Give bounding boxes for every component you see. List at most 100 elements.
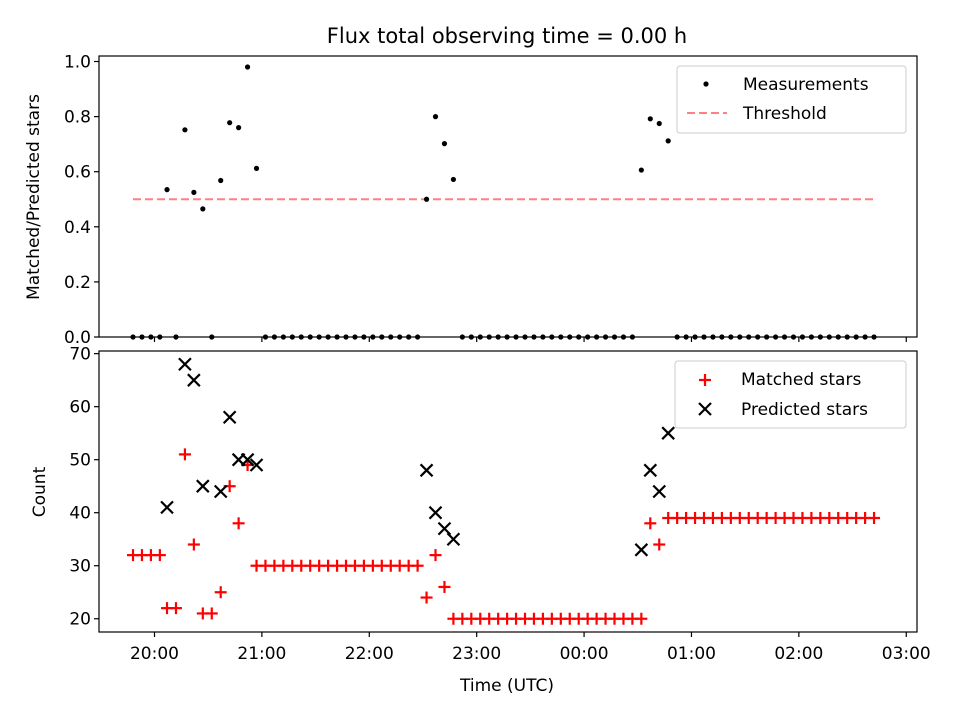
measurement-point	[370, 334, 376, 340]
top-y-tick-labels: 0.0 0.2 0.4 0.6 0.8 1.0	[64, 53, 99, 348]
measurement-point	[790, 334, 797, 340]
measurement-point	[227, 120, 233, 126]
measurement-point	[148, 334, 154, 340]
measurement-point	[656, 120, 662, 127]
measurement-point	[325, 334, 331, 340]
predicted-star-marker	[213, 484, 228, 499]
legend-predicted-label: Predicted stars	[741, 400, 868, 420]
matched-star-marker	[214, 586, 227, 599]
measurement-point	[531, 334, 537, 340]
top-y-tick-label: 0.0	[64, 328, 91, 348]
measurement-point	[594, 334, 600, 340]
predicted-star-marker	[428, 505, 443, 520]
measurement-point	[191, 189, 197, 195]
measurement-point	[200, 206, 206, 212]
measurement-point	[406, 334, 412, 340]
predicted-star-marker	[419, 463, 434, 478]
measurement-point	[182, 127, 188, 133]
measurement-point	[236, 125, 242, 131]
measurement-point	[130, 334, 136, 340]
legend-measurements-marker	[703, 81, 709, 87]
measurement-point	[728, 334, 734, 340]
matched-star-marker	[420, 591, 433, 604]
predicted-star-marker	[437, 521, 452, 536]
measurement-point	[576, 334, 582, 340]
legend-matched-marker	[699, 374, 711, 386]
bottom-y-tick-label: 60	[69, 398, 91, 418]
measurement-point	[280, 334, 286, 340]
measurement-point	[307, 334, 313, 340]
measurement-point	[271, 334, 278, 340]
measurement-point	[432, 114, 439, 120]
matched-star-marker	[411, 559, 424, 572]
measurement-point	[781, 334, 788, 340]
measurement-point	[674, 334, 680, 340]
matched-star-marker	[205, 607, 218, 620]
measurement-point	[549, 334, 555, 340]
measurement-point	[253, 165, 260, 171]
bottom-x-tick-label: 20:00	[130, 644, 179, 664]
bottom-legend: Matched stars Predicted stars	[674, 360, 907, 429]
measurement-point	[665, 138, 671, 144]
measurement-point	[558, 334, 564, 340]
top-y-tick-label: 0.2	[64, 273, 91, 293]
bottom-x-tick-label: 01:00	[667, 644, 716, 664]
matched-star-marker	[232, 517, 245, 530]
bottom-y-tick-label: 70	[69, 345, 91, 365]
measurement-point	[244, 64, 251, 70]
measurement-point	[298, 334, 304, 340]
bottom-x-tick-label: 23:00	[452, 644, 501, 664]
measurement-point	[683, 334, 689, 340]
top-y-tick-label: 0.4	[64, 218, 91, 238]
measurement-point	[602, 334, 609, 340]
measurement-point	[746, 334, 752, 340]
bottom-y-tick-labels: 20 30 40 50 60 70	[69, 345, 99, 630]
measurement-point	[844, 334, 850, 340]
measurement-point	[620, 334, 627, 340]
legend-threshold-label: Threshold	[742, 104, 827, 124]
bottom-x-tick-labels: 20:00 21:00 22:00 23:00 00:00 01:00 02:00 03:00	[130, 632, 931, 664]
measurement-point	[513, 334, 519, 340]
measurement-point	[379, 334, 385, 340]
bottom-plot-frame	[98, 350, 918, 633]
predicted-star-marker	[634, 543, 649, 557]
predicted-star-marker	[240, 452, 255, 467]
measurement-point	[441, 141, 448, 147]
predicted-star-marker	[652, 484, 667, 499]
measurement-point	[415, 334, 421, 340]
matched-star-marker	[187, 538, 200, 551]
predicted-star-marker	[178, 357, 192, 372]
predicted-star-marker	[160, 500, 174, 515]
measurement-point	[808, 334, 814, 340]
bottom-y-tick-label: 30	[69, 557, 91, 577]
bottom-y-tick-label: 40	[69, 504, 91, 524]
measurement-point	[799, 334, 806, 340]
top-y-tick-label: 0.6	[64, 163, 91, 183]
measurement-point	[397, 334, 403, 340]
measurement-point	[361, 334, 367, 340]
bottom-ylabel: Count	[30, 466, 50, 517]
matched-star-marker	[868, 512, 881, 525]
bottom-legend-box	[674, 360, 907, 429]
measurement-point	[647, 116, 653, 122]
matched-star-marker	[429, 549, 442, 562]
measurement-point	[173, 334, 179, 340]
measurement-point	[638, 167, 644, 173]
measurement-point	[692, 334, 698, 340]
measurement-point	[710, 334, 716, 340]
measurement-point	[504, 334, 510, 340]
predicted-star-marker	[196, 479, 210, 493]
bottom-data-marks	[127, 357, 881, 625]
measurement-point	[289, 334, 295, 340]
measurement-point	[611, 334, 618, 340]
top-legend: Measurements Threshold	[676, 65, 907, 134]
top-legend-box	[676, 65, 907, 134]
measurement-point	[871, 334, 877, 340]
measurement-point	[567, 334, 573, 340]
predicted-star-marker	[643, 463, 658, 478]
figure-title: Flux total observing time = 0.00 h	[327, 24, 687, 48]
matched-star-marker	[178, 448, 191, 461]
matched-star-marker	[635, 612, 648, 625]
measurement-point	[719, 334, 725, 340]
measurement-point	[853, 334, 859, 340]
